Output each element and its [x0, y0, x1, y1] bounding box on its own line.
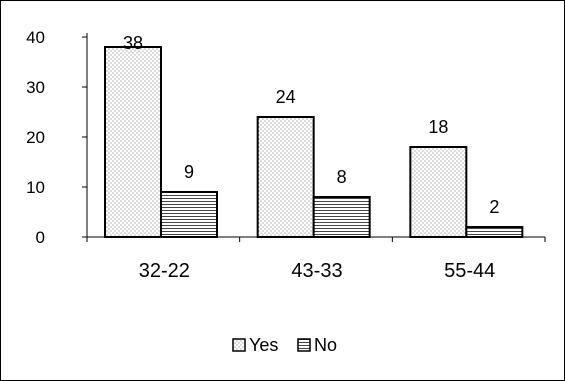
y-tick-label: 40: [26, 28, 45, 47]
legend-swatch-no: [297, 338, 311, 352]
data-label: 9: [184, 162, 194, 182]
y-tick-label: 30: [26, 78, 45, 97]
y-tick-label: 20: [26, 128, 45, 147]
x-tick-label: 32-22: [139, 260, 190, 282]
legend-label: Yes: [249, 335, 278, 355]
bar-no-55-44: [465, 226, 524, 238]
data-label: 38: [123, 33, 143, 53]
data-label: 24: [276, 87, 296, 107]
bar-no-43-33: [312, 196, 371, 238]
legend-swatch-yes: [232, 338, 246, 352]
data-label: 18: [428, 117, 448, 137]
bar-yes-55-44: [409, 146, 468, 238]
x-tick-label: 55-44: [444, 260, 495, 282]
data-label: 8: [337, 167, 347, 187]
bar-yes-32-22: [104, 46, 162, 238]
bar-yes-43-33: [256, 116, 315, 238]
y-tick-label: 0: [36, 228, 45, 247]
legend-label: No: [314, 335, 337, 355]
x-tick-label: 43-33: [291, 260, 342, 282]
bar-no-32-22: [160, 191, 218, 238]
y-tick-label: 10: [26, 178, 45, 197]
data-label: 2: [489, 197, 499, 217]
